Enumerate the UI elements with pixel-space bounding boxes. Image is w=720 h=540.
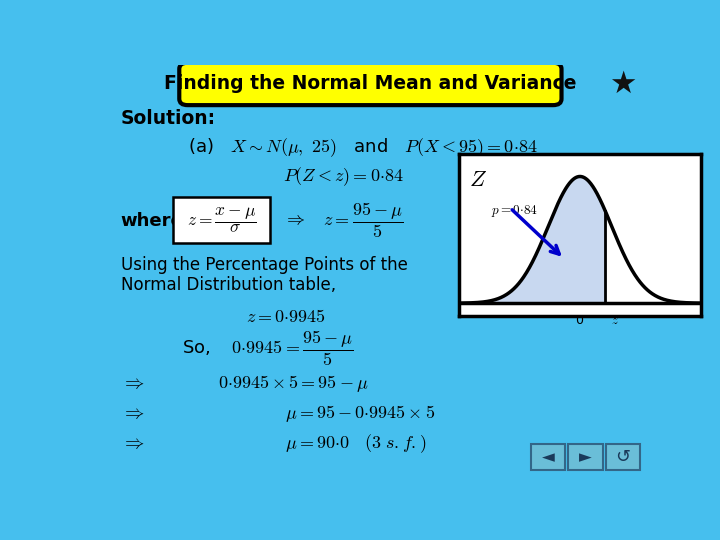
- Text: Using the Percentage Points of the: Using the Percentage Points of the: [121, 256, 408, 274]
- Text: ◄: ◄: [541, 448, 554, 467]
- Text: ★: ★: [609, 70, 636, 99]
- Text: $z = \dfrac{x - \mu}{\sigma}$: $z = \dfrac{x - \mu}{\sigma}$: [186, 205, 256, 234]
- Text: $\mu = 95 - 0{\cdot}9945 \times 5$: $\mu = 95 - 0{\cdot}9945 \times 5$: [285, 403, 436, 424]
- Text: $0{\cdot}9945 \times 5 = 95 - \mu$: $0{\cdot}9945 \times 5 = 95 - \mu$: [218, 373, 369, 394]
- Text: Solution:: Solution:: [121, 110, 216, 129]
- Text: $\Rightarrow$: $\Rightarrow$: [121, 374, 145, 393]
- Bar: [568, 444, 603, 470]
- Text: Finding the Normal Mean and Variance: Finding the Normal Mean and Variance: [164, 75, 577, 93]
- Text: where: where: [121, 212, 184, 230]
- FancyBboxPatch shape: [179, 63, 562, 105]
- Bar: [531, 444, 565, 470]
- Text: $z$: $z$: [611, 314, 618, 327]
- Text: ►: ►: [579, 448, 592, 467]
- Text: ↺: ↺: [616, 448, 631, 467]
- Text: So, $\quad 0{\cdot}9945 = \dfrac{95 - \mu}{5}$: So, $\quad 0{\cdot}9945 = \dfrac{95 - \m…: [182, 328, 354, 368]
- Text: $\mu = 90{\cdot}0 \quad (3\ s.f.)$: $\mu = 90{\cdot}0 \quad (3\ s.f.)$: [285, 432, 427, 455]
- Text: $z = 0{\cdot}9945$: $z = 0{\cdot}9945$: [246, 308, 326, 326]
- Text: $P(Z < z) = 0{\cdot}84$: $P(Z < z) = 0{\cdot}84$: [282, 166, 403, 188]
- Text: $\Rightarrow$: $\Rightarrow$: [121, 404, 145, 423]
- Text: Normal Distribution table,: Normal Distribution table,: [121, 276, 336, 294]
- Bar: [606, 444, 640, 470]
- Text: $0$: $0$: [575, 314, 585, 327]
- Text: (a)   $X \sim N(\mu,\ 25)$   and   $P(X < 95) = 0{\cdot}84$: (a) $X \sim N(\mu,\ 25)$ and $P(X < 95) …: [188, 137, 537, 159]
- Text: $\mathbf{\mathit{Z}}$: $\mathbf{\mathit{Z}}$: [469, 170, 487, 190]
- Text: $\Rightarrow$: $\Rightarrow$: [121, 434, 145, 453]
- Text: $p = 0{\cdot}84$: $p = 0{\cdot}84$: [491, 203, 539, 219]
- Bar: [173, 197, 270, 243]
- Text: $\Rightarrow \quad z = \dfrac{95 - \mu}{5}$: $\Rightarrow \quad z = \dfrac{95 - \mu}{…: [282, 200, 402, 240]
